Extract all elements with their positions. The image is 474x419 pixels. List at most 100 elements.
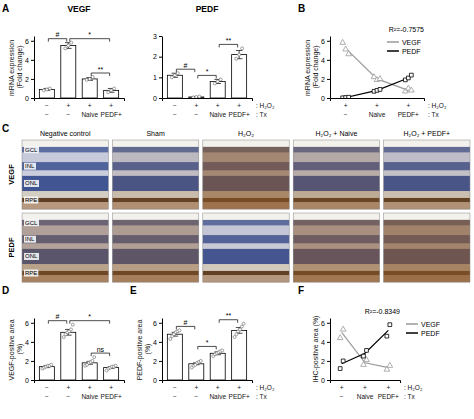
- condition-label: −: [173, 384, 177, 391]
- layer-label: GCL: [25, 147, 38, 153]
- y-tick-label: 6: [25, 320, 29, 327]
- y-axis-line: [162, 319, 163, 381]
- y-tick: 0: [25, 377, 34, 384]
- y-axis-line: [162, 37, 163, 99]
- y-axis: 0246: [25, 37, 34, 102]
- y-tick-mark: [31, 342, 34, 343]
- data-point: [340, 39, 346, 44]
- y-tick-mark: [31, 380, 34, 381]
- column-header: H₂O₂: [238, 130, 254, 137]
- data-point: [114, 364, 117, 367]
- condition-label: Naive: [357, 393, 374, 400]
- condition-label: Naive: [369, 111, 386, 118]
- data-point: [337, 335, 343, 340]
- condition-label: PEDF+: [229, 111, 250, 118]
- layer-label-group: ONL: [24, 180, 39, 187]
- significance-bracket: [70, 321, 110, 324]
- data-point: [235, 57, 238, 60]
- micrograph: [384, 213, 470, 283]
- micrograph: GCLINLONLRPE: [22, 140, 108, 210]
- bar: [39, 367, 54, 380]
- data-point: [233, 336, 236, 339]
- micrograph-frame: [112, 213, 198, 282]
- micrograph: [112, 213, 198, 283]
- y-tick-mark: [31, 323, 34, 324]
- layer-label: GCL: [25, 220, 38, 226]
- significance-label: **: [226, 37, 232, 44]
- y-axis-title-group: VEGF-positive area (%): [8, 317, 24, 380]
- significance-label: *: [88, 31, 91, 38]
- figure-svg: 0246mRNA expression (Fold change)#***−++…: [0, 0, 474, 419]
- y-tick-mark: [327, 380, 330, 381]
- y-axis-title: IHC-positive area (%): [312, 316, 320, 383]
- data-point: [221, 349, 224, 352]
- y-axis-title-line: (Fold change): [16, 45, 24, 88]
- tissue-layer: [203, 140, 289, 147]
- condition-label: −: [340, 393, 344, 400]
- data-point: [88, 77, 91, 80]
- data-point: [377, 76, 383, 81]
- y-tick-label: 2: [153, 53, 157, 60]
- bar: [104, 368, 119, 380]
- data-point: [176, 72, 179, 75]
- y-tick: 6: [25, 38, 34, 45]
- data-point: [67, 44, 70, 47]
- significance-label: #: [184, 62, 188, 69]
- significance-bracket: [48, 39, 66, 42]
- panel-letter: C: [2, 123, 9, 134]
- micrograph-frame: [203, 140, 289, 209]
- y-tick-label: 3: [153, 33, 157, 40]
- y-axis: 0123: [153, 33, 162, 102]
- y-tick-mark: [159, 342, 162, 343]
- column-header: Negative control: [40, 130, 91, 138]
- tissue-layer: [293, 213, 379, 220]
- y-tick-mark: [31, 361, 34, 362]
- image-panel: CNegative controlShamH₂O₂H₂O₂ + NaiveH₂O…: [2, 123, 470, 283]
- y-axis-title: mRNA expression (Fold change): [8, 38, 24, 96]
- data-point: [219, 78, 222, 81]
- y-tick-label: 2: [321, 76, 325, 83]
- condition-label: −: [344, 111, 348, 118]
- y-tick: 0: [25, 95, 34, 102]
- chart-panel: 0246mRNA expression (Fold change)R²=-0.7…: [298, 3, 447, 118]
- micrograph: [203, 140, 289, 210]
- condition-row-label: : Tx: [428, 111, 439, 118]
- micrograph-frame: [384, 140, 470, 209]
- chart-panel: 0123#***−+++: H₂O₂−−NaivePEDF+: TxPEDF: [153, 4, 275, 118]
- panel-letter: B: [298, 3, 305, 14]
- layer-label: ONL: [25, 253, 38, 259]
- y-tick-mark: [31, 60, 34, 61]
- micrograph-frame: [293, 140, 379, 209]
- condition-row-label: : H₂O₂: [404, 384, 423, 391]
- data-point: [110, 89, 113, 92]
- y-tick: 6: [153, 320, 162, 327]
- y-tick: 6: [321, 38, 330, 45]
- y-axis-line: [34, 319, 35, 381]
- layer-label: RPE: [25, 270, 37, 276]
- data-point: [62, 336, 65, 339]
- condition-label: +: [216, 102, 220, 109]
- condition-label: +: [88, 102, 92, 109]
- row-label: PEDF: [7, 237, 16, 257]
- micrograph-frame: [384, 213, 470, 282]
- y-axis-title-group: mRNA expression (Fold change): [304, 38, 320, 96]
- data-point: [361, 361, 367, 366]
- y-tick: 4: [25, 339, 34, 346]
- y-tick: 0: [321, 95, 330, 102]
- legend-item: VEGF: [387, 39, 421, 46]
- data-point: [69, 328, 72, 331]
- data-point: [242, 322, 245, 325]
- stain-overlay: [293, 147, 379, 209]
- panel-letter: F: [298, 285, 304, 296]
- y-tick-mark: [327, 342, 330, 343]
- condition-label: +: [363, 384, 367, 391]
- y-tick: 4: [321, 57, 330, 64]
- y-tick-label: 4: [321, 57, 325, 64]
- y-tick: 4: [321, 339, 330, 346]
- y-tick-mark: [327, 361, 330, 362]
- data-point: [347, 95, 351, 98]
- micrograph: [384, 140, 470, 210]
- data-point: [195, 95, 198, 98]
- condition-label: −: [194, 393, 198, 400]
- legend-swatch: [406, 323, 418, 325]
